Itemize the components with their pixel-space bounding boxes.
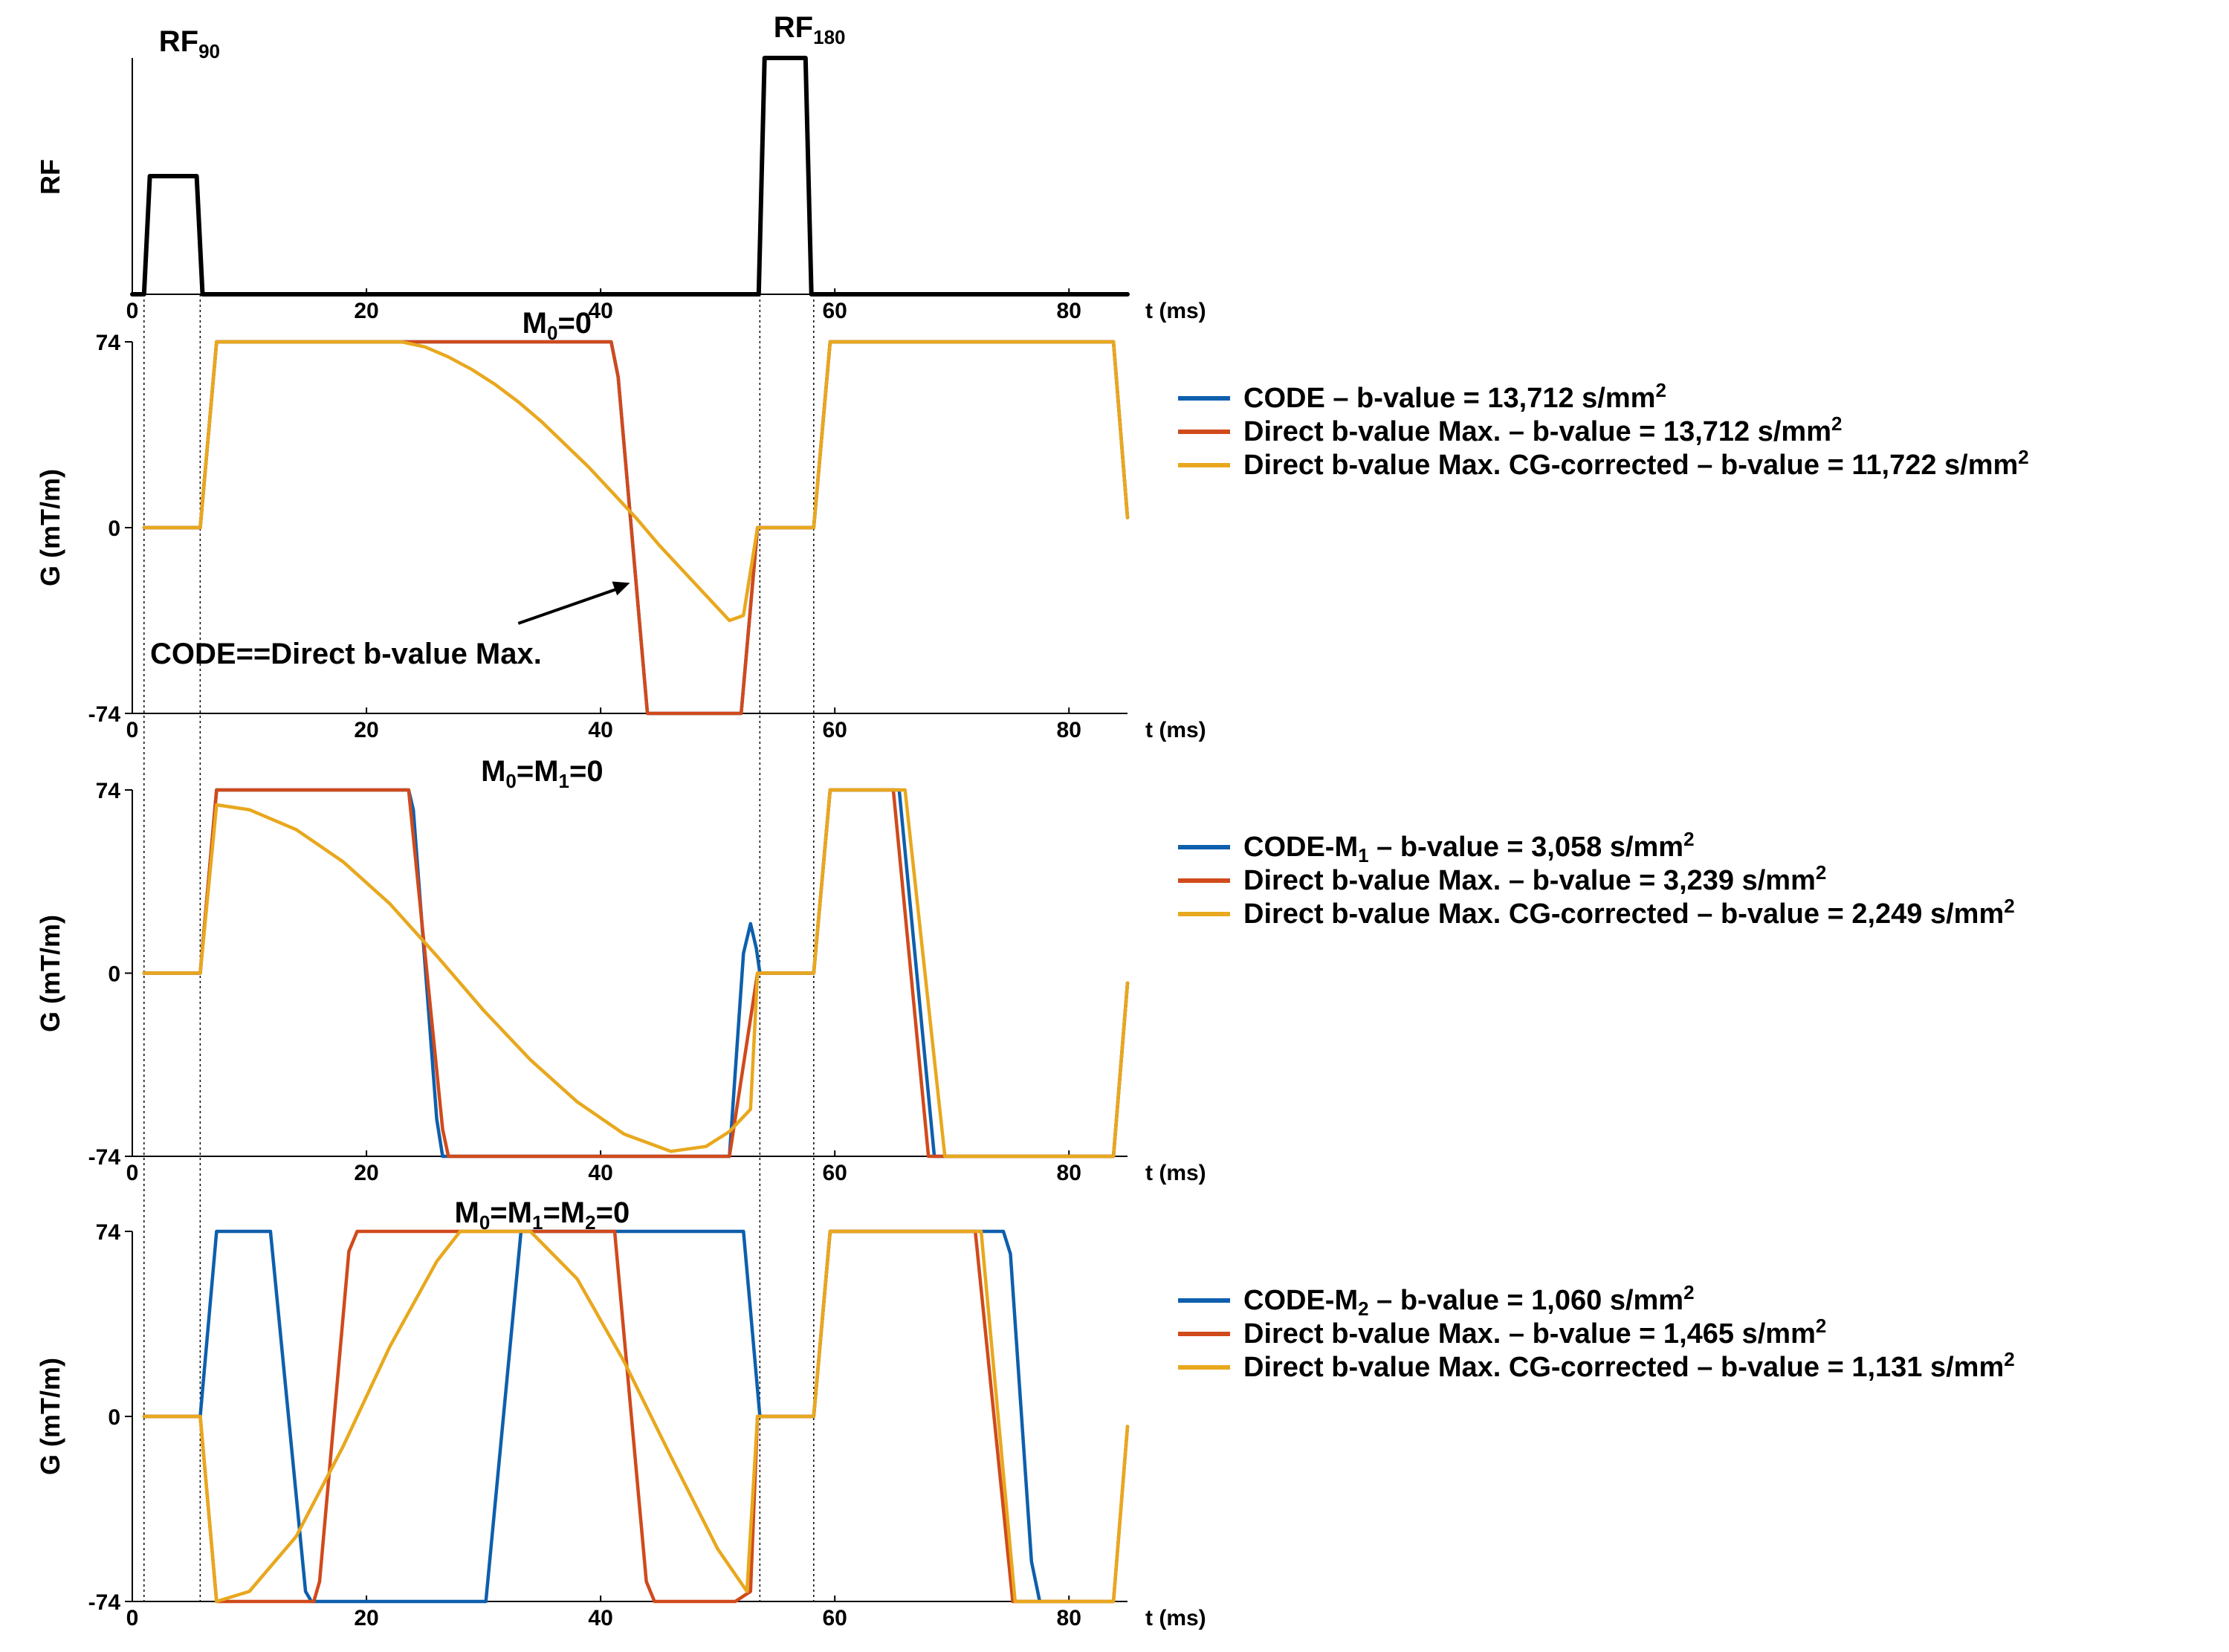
panel-title: M0=M1=M2=0 <box>454 1196 630 1234</box>
y-axis-label: RF <box>35 159 65 195</box>
annotation-arrow-line <box>517 585 625 625</box>
x-axis-label: t (ms) <box>1145 1161 1206 1185</box>
vertical-guide-lines <box>143 294 815 1601</box>
annotation-text: CODE==Direct b-value Max. <box>150 638 542 670</box>
x-tick-label: 40 <box>588 299 612 323</box>
y-axis-label: G (mT/m) <box>35 1358 65 1475</box>
x-tick-label: 80 <box>1057 299 1081 323</box>
x-tick-label: 60 <box>822 718 847 742</box>
legend-entry: CODE – b-value = 13,712 s/mm2 <box>1243 379 1666 414</box>
y-tick-label: -74 <box>88 1145 121 1170</box>
annotation-arrow-head <box>612 581 630 596</box>
x-tick-label: 20 <box>354 1606 378 1630</box>
series-line-3 <box>142 788 1130 1159</box>
y-tick-label: 0 <box>108 1405 120 1430</box>
x-tick-label: 80 <box>1057 1161 1081 1185</box>
legend-entry: Direct b-value Max. – b-value = 1,465 s/… <box>1243 1315 1826 1350</box>
legend-entry: Direct b-value Max. – b-value = 3,239 s/… <box>1243 861 1826 896</box>
y-axis-label: G (mT/m) <box>35 915 65 1032</box>
series-group <box>142 340 1130 716</box>
series-line-2 <box>142 788 1130 1159</box>
y-tick-label: -74 <box>88 702 121 727</box>
series-group <box>142 1229 1130 1604</box>
x-tick-label: 60 <box>822 1606 847 1630</box>
series-group <box>142 788 1130 1159</box>
x-tick-label: 20 <box>354 299 378 323</box>
legend-entry: Direct b-value Max. CG-corrected – b-val… <box>1243 1348 2015 1383</box>
y-tick-label: 74 <box>96 779 121 803</box>
legend-entry: Direct b-value Max. CG-corrected – b-val… <box>1243 895 2015 930</box>
x-tick-label: 40 <box>588 1161 612 1185</box>
panel-title: M0=0 <box>523 307 592 344</box>
legend-entry: CODE-M1 – b-value = 3,058 s/mm2 <box>1243 828 1695 867</box>
series-group <box>130 56 1130 297</box>
x-tick-label: 0 <box>126 299 139 323</box>
x-tick-label: 60 <box>822 1161 847 1185</box>
x-axis-label: t (ms) <box>1145 299 1206 323</box>
x-tick-label: 80 <box>1057 1606 1081 1630</box>
x-tick-label: 20 <box>354 718 378 742</box>
x-tick-label: 0 <box>126 1161 139 1185</box>
y-axis-label: G (mT/m) <box>35 469 65 586</box>
x-tick-label: 60 <box>822 299 847 323</box>
y-tick-label: 0 <box>108 516 120 541</box>
series-line-2 <box>142 1229 1130 1604</box>
panel-rf: 0 20 40 60 80 t (ms) RF RF90 RF180 <box>35 11 1206 323</box>
y-tick-label: 0 <box>108 962 120 987</box>
series-line-1 <box>142 1229 1042 1604</box>
legend-entry: Direct b-value Max. CG-corrected – b-val… <box>1243 446 2029 481</box>
y-tick-label: 74 <box>96 1220 121 1245</box>
series-line-1 <box>130 56 1130 297</box>
x-axis-label: t (ms) <box>1145 718 1206 742</box>
y-tick-label: -74 <box>88 1590 121 1615</box>
x-tick-label: 0 <box>126 1606 139 1630</box>
x-tick-label: 40 <box>588 1606 612 1630</box>
rf-pulse-label: RF90 <box>159 25 220 62</box>
x-axis-label: t (ms) <box>1145 1606 1206 1630</box>
series-line-1 <box>142 788 1130 1159</box>
legend-entry: Direct b-value Max. – b-value = 13,712 s… <box>1243 412 1842 447</box>
legend-entry: CODE-M2 – b-value = 1,060 s/mm2 <box>1243 1281 1695 1320</box>
x-tick-label: 80 <box>1057 718 1081 742</box>
series-line-3 <box>142 340 1130 623</box>
y-tick-label: 74 <box>96 331 121 355</box>
x-tick-label: 40 <box>588 718 612 742</box>
x-tick-label: 0 <box>126 718 139 742</box>
panel-m1: 740-740 20 40 60 80 t (ms)G (mT/m)M0=M1=0CODE… <box>35 755 2015 1185</box>
panel-m0: 740-740 20 40 60 80 t (ms)G (mT/m)M0=0CODE==D… <box>35 307 2029 742</box>
rf-pulse-label: RF180 <box>774 11 846 48</box>
panel-m2: 740-740 20 40 60 80 t (ms)G (mT/m)M0=M1=M2=0C… <box>35 1196 2015 1630</box>
panel-title: M0=M1=0 <box>481 755 604 792</box>
series-line-3 <box>142 1229 1130 1604</box>
x-tick-label: 20 <box>354 1161 378 1185</box>
